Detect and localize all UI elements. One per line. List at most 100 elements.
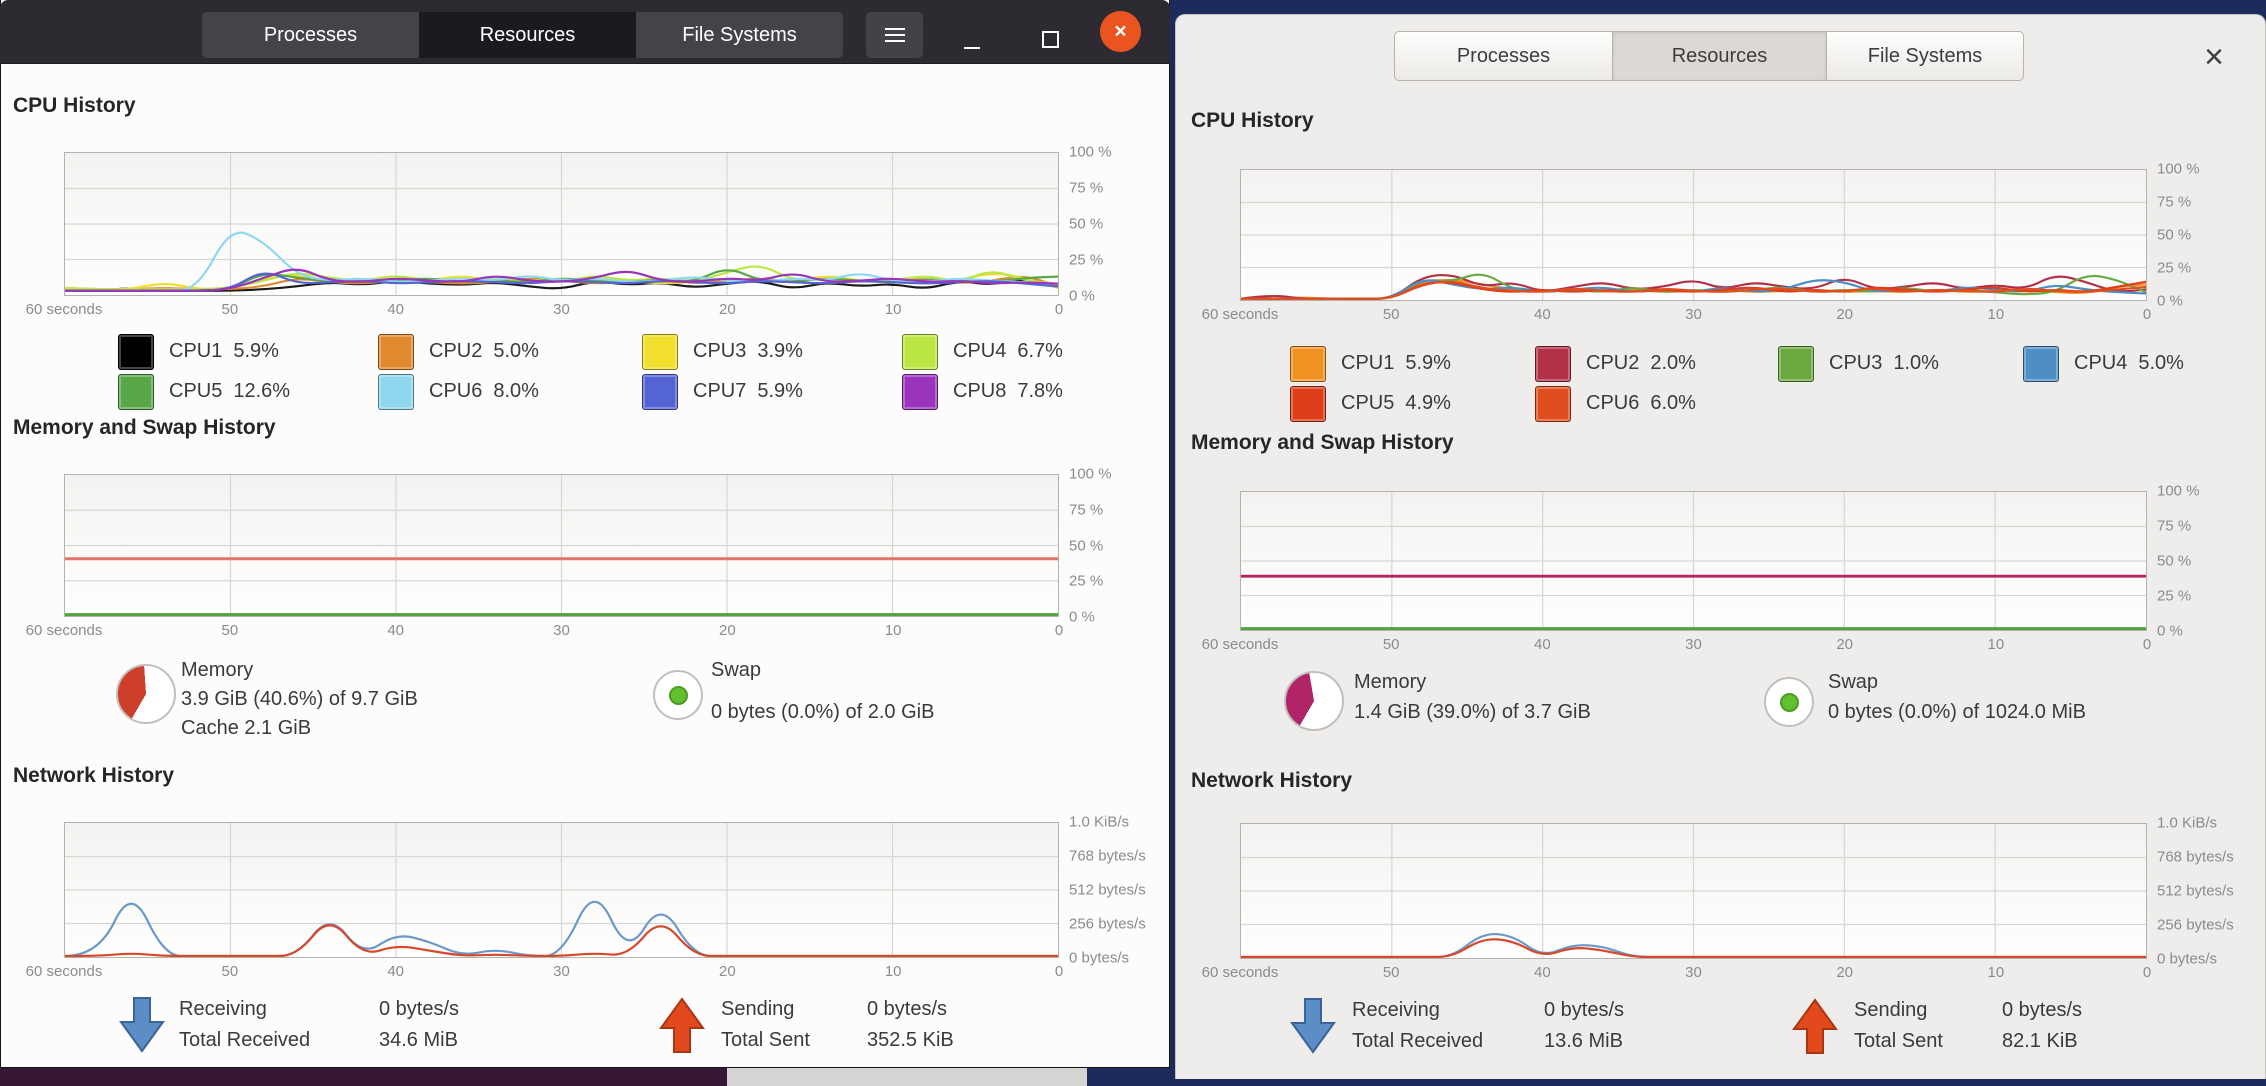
- tab-file-systems[interactable]: File Systems: [636, 12, 843, 58]
- cpu-legend-item: CPU7 5.9%: [642, 373, 902, 410]
- right-tab-bar: Processes Resources File Systems: [1394, 31, 2024, 81]
- background-panel-strip: [727, 1066, 1087, 1086]
- y-tick-label: 0 %: [2157, 292, 2183, 310]
- total-received-value: 34.6 MiB: [379, 1029, 458, 1051]
- x-tick-label: 20: [718, 301, 736, 318]
- cpu-legend-value: 1.0%: [1893, 352, 1939, 374]
- cpu-legend-item: CPU4 5.0%: [2023, 345, 2190, 382]
- memory-swap-heading: Memory and Swap History: [13, 416, 276, 439]
- x-tick-label: 10: [884, 622, 902, 639]
- memory-swap-chart: 100 % 75 % 50 % 25 % 0 % 60 seconds 50 40 30 20 1…: [1202, 483, 2200, 654]
- y-tick-label: 25 %: [1069, 572, 1104, 590]
- memory-chart-x-axis: 60 seconds 50 40 30 20 10 0: [1202, 636, 2152, 656]
- cpu8-color-swatch[interactable]: [902, 373, 938, 410]
- cpu5-color-swatch[interactable]: [118, 373, 154, 410]
- x-tick-label: 20: [718, 963, 736, 980]
- x-tick-label: 30: [553, 963, 570, 980]
- memory-info: Memory 1.4 GiB (39.0%) of 3.7 GiB: [1354, 667, 1591, 727]
- cpu-chart-y-axis: 100 % 75 % 50 % 25 % 0 %: [1069, 144, 1189, 305]
- tab-file-systems[interactable]: File Systems: [1827, 31, 2024, 81]
- memory-label: Memory: [181, 659, 254, 681]
- cpu6-color-swatch[interactable]: [1535, 385, 1571, 422]
- x-tick-label: 10: [1987, 306, 2005, 323]
- network-chart-x-axis: 60 seconds 50 40 30 20 10 0: [26, 963, 1064, 983]
- cpu-chart-x-axis: 60 seconds 50 40 30 20 10 0: [26, 301, 1064, 321]
- cpu4-color-swatch[interactable]: [2023, 345, 2059, 382]
- cpu4-color-swatch[interactable]: [902, 333, 938, 370]
- swap-label: Swap: [1828, 671, 1879, 693]
- x-tick-label: 20: [718, 622, 736, 639]
- memory-chart-y-axis: 100 % 75 % 50 % 25 % 0 %: [1069, 466, 1189, 626]
- total-received-label: Total Received: [1352, 1030, 1484, 1052]
- cpu3-color-swatch[interactable]: [1778, 345, 1814, 382]
- system-monitor-window-left: Processes Resources File Systems × CPU H…: [0, 0, 1170, 1068]
- y-tick-label: 50 %: [2157, 552, 2192, 570]
- cpu-legend-value: 5.9%: [233, 340, 279, 362]
- cpu1-color-swatch[interactable]: [118, 333, 154, 370]
- x-tick-label: 40: [387, 301, 404, 318]
- total-sent-value: 352.5 KiB: [867, 1029, 954, 1051]
- swap-usage-dot: [669, 686, 688, 705]
- network-history-chart: 1.0 KiB/s 768 bytes/s 512 bytes/s 256 bytes…: [26, 814, 1146, 981]
- maximize-icon: [1041, 30, 1059, 48]
- y-tick-label: 512 bytes/s: [1069, 881, 1146, 899]
- memory-chart-y-axis: 100 % 75 % 50 % 25 % 0 %: [2157, 483, 2266, 640]
- cpu2-color-swatch[interactable]: [378, 333, 414, 370]
- x-tick-label: 20: [1836, 306, 1853, 323]
- x-tick-label: 20: [1836, 636, 1853, 653]
- x-tick-label: 30: [1685, 964, 1702, 981]
- cpu6-color-swatch[interactable]: [378, 373, 414, 410]
- receiving-labels: Receiving Total Received: [179, 994, 310, 1056]
- network-chart-y-axis: 1.0 KiB/s 768 bytes/s 512 bytes/s 256 bytes…: [2157, 815, 2266, 968]
- cpu7-color-swatch[interactable]: [642, 373, 678, 410]
- x-tick-label: 10: [1987, 636, 2005, 653]
- cpu-legend-value: 12.6%: [233, 380, 291, 402]
- y-tick-label: 100 %: [2157, 160, 2200, 178]
- sending-arrow-icon: [1792, 998, 1838, 1054]
- tab-processes[interactable]: Processes: [202, 12, 419, 58]
- cpu-legend-value: 2.0%: [1650, 352, 1696, 374]
- total-sent-label: Total Sent: [1854, 1030, 1943, 1052]
- y-tick-label: 512 bytes/s: [2157, 882, 2234, 900]
- network-chart-y-axis: 1.0 KiB/s 768 bytes/s 512 bytes/s 256 bytes…: [1069, 814, 1189, 967]
- tab-resources[interactable]: Resources: [1613, 31, 1827, 81]
- y-tick-label: 0 %: [1069, 608, 1095, 626]
- x-tick-label: 10: [884, 301, 902, 318]
- minimize-button[interactable]: [952, 14, 992, 54]
- x-tick-label: 50: [221, 301, 239, 318]
- titlebar[interactable]: Processes Resources File Systems ×: [0, 0, 1170, 64]
- cpu-legend-label: CPU5: [169, 380, 223, 402]
- cpu-chart-plot: [1240, 169, 2147, 301]
- x-tick-label: 60 seconds: [25, 301, 103, 318]
- x-tick-label: 30: [1685, 636, 1702, 653]
- cpu-legend-label: CPU6: [1586, 392, 1640, 414]
- x-tick-label: 50: [1382, 964, 1400, 981]
- y-tick-label: 25 %: [2157, 259, 2192, 277]
- maximize-button[interactable]: [1030, 14, 1070, 54]
- x-tick-label: 20: [1836, 964, 1853, 981]
- cpu-legend-label: CPU8: [953, 380, 1007, 402]
- cpu-legend-label: CPU5: [1341, 392, 1395, 414]
- menu-button[interactable]: [866, 12, 923, 58]
- tab-processes[interactable]: Processes: [1394, 31, 1613, 81]
- cpu-legend-label: CPU1: [169, 340, 223, 362]
- cpu5-color-swatch[interactable]: [1290, 385, 1326, 422]
- memory-chart-x-axis: 60 seconds 50 40 30 20 10 0: [26, 622, 1064, 642]
- cpu-legend-item: CPU2 5.0%: [378, 333, 642, 370]
- y-tick-label: 1.0 KiB/s: [1069, 813, 1130, 831]
- x-tick-label: 30: [553, 301, 570, 318]
- close-button[interactable]: ×: [2192, 35, 2236, 79]
- sending-rate: 0 bytes/s: [867, 998, 948, 1020]
- y-tick-label: 75 %: [2157, 193, 2192, 211]
- total-sent-value: 82.1 KiB: [2002, 1030, 2078, 1052]
- cpu-legend-item: CPU4 6.7%: [902, 333, 1113, 370]
- swap-label: Swap: [711, 659, 762, 681]
- y-tick-label: 50 %: [1069, 537, 1104, 554]
- cpu3-color-swatch[interactable]: [642, 333, 678, 370]
- cpu-legend-item: CPU3 1.0%: [1778, 345, 2023, 382]
- close-button[interactable]: ×: [1100, 11, 1141, 52]
- cpu1-color-swatch[interactable]: [1290, 345, 1326, 382]
- tab-resources[interactable]: Resources: [419, 12, 636, 58]
- cpu2-color-swatch[interactable]: [1535, 345, 1571, 382]
- receiving-arrow-icon: [119, 997, 165, 1053]
